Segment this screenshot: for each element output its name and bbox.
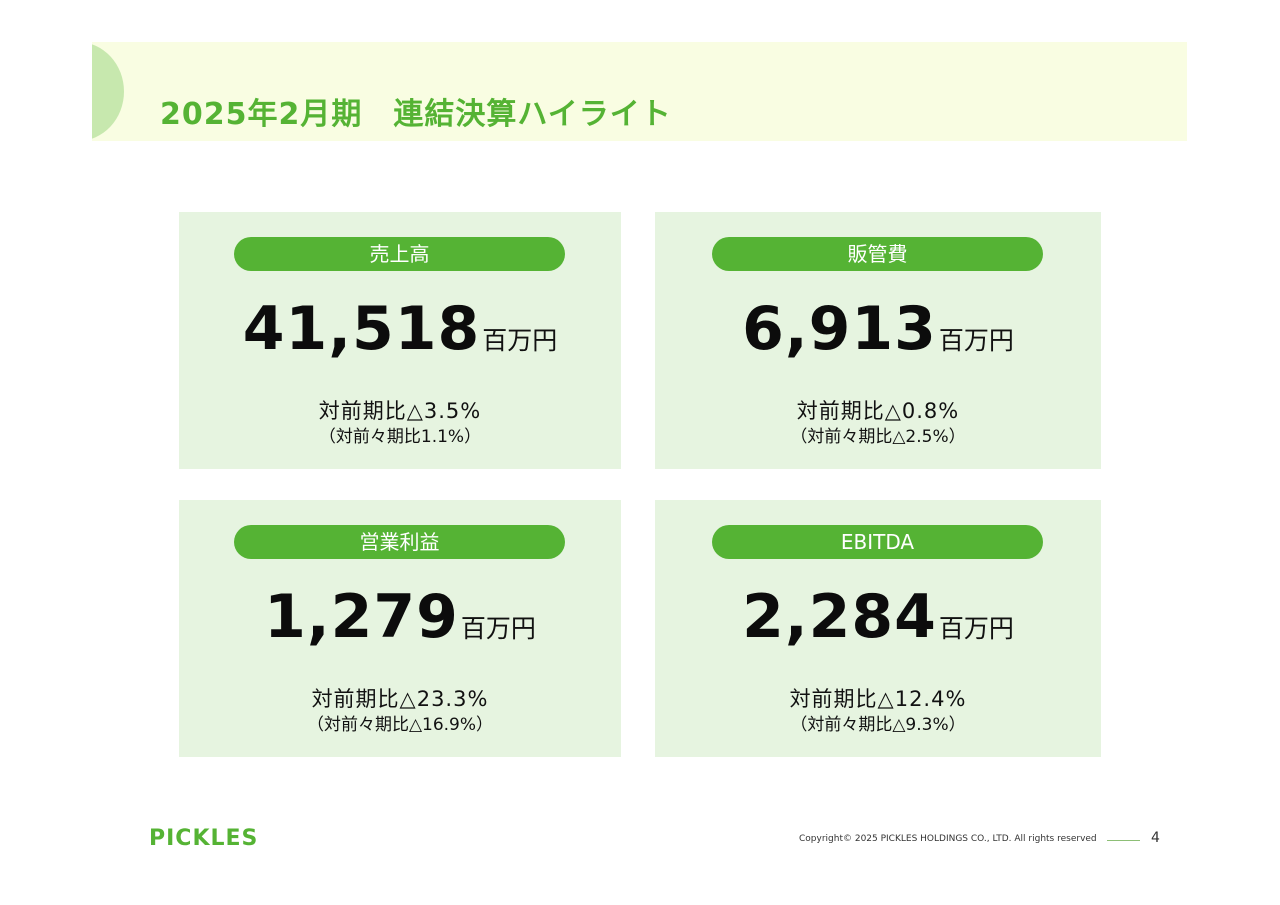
card-value: 41,518 xyxy=(242,294,481,364)
card-value: 6,913 xyxy=(742,294,937,364)
card-value-row: 1,279百万円 xyxy=(179,582,621,652)
card-yoy2: （対前々期比△9.3%） xyxy=(790,715,966,735)
card-label: 販管費 xyxy=(712,237,1043,271)
page-title: 2025年2月期 連結決算ハイライト xyxy=(160,97,672,132)
copyright-text: Copyright© 2025 PICKLES HOLDINGS CO., LT… xyxy=(799,834,1097,844)
card-unit: 百万円 xyxy=(938,326,1014,355)
card-value-row: 41,518百万円 xyxy=(179,294,621,364)
title-band: 2025年2月期 連結決算ハイライト xyxy=(92,42,1187,141)
card-value-row: 2,284百万円 xyxy=(655,582,1101,652)
card-yoy: 対前期比△3.5% xyxy=(318,399,482,423)
card-yoy2: （対前々期比△16.9%） xyxy=(306,715,494,735)
footer-divider xyxy=(1107,840,1140,841)
card-sales: 売上高 41,518百万円 対前期比△3.5% （対前々期比1.1%） xyxy=(179,212,621,469)
card-label: 売上高 xyxy=(234,237,565,271)
card-value: 2,284 xyxy=(742,582,937,652)
card-yoy2: （対前々期比△2.5%） xyxy=(790,427,966,447)
card-label: EBITDA xyxy=(712,525,1043,559)
card-value: 1,279 xyxy=(264,582,459,652)
card-label: 営業利益 xyxy=(234,525,565,559)
card-unit: 百万円 xyxy=(482,326,558,355)
card-unit: 百万円 xyxy=(460,614,536,643)
card-value-row: 6,913百万円 xyxy=(655,294,1101,364)
card-ebitda: EBITDA 2,284百万円 対前期比△12.4% （対前々期比△9.3%） xyxy=(655,500,1101,757)
card-unit: 百万円 xyxy=(938,614,1014,643)
title-accent-shape xyxy=(92,42,124,141)
card-sga: 販管費 6,913百万円 対前期比△0.8% （対前々期比△2.5%） xyxy=(655,212,1101,469)
card-yoy2: （対前々期比1.1%） xyxy=(318,427,482,447)
page-number: 4 xyxy=(1151,830,1160,846)
card-yoy: 対前期比△0.8% xyxy=(796,399,960,423)
card-yoy: 対前期比△12.4% xyxy=(789,687,967,711)
card-operating-income: 営業利益 1,279百万円 対前期比△23.3% （対前々期比△16.9%） xyxy=(179,500,621,757)
card-yoy: 対前期比△23.3% xyxy=(311,687,489,711)
company-logo: PICKLES xyxy=(149,826,259,851)
